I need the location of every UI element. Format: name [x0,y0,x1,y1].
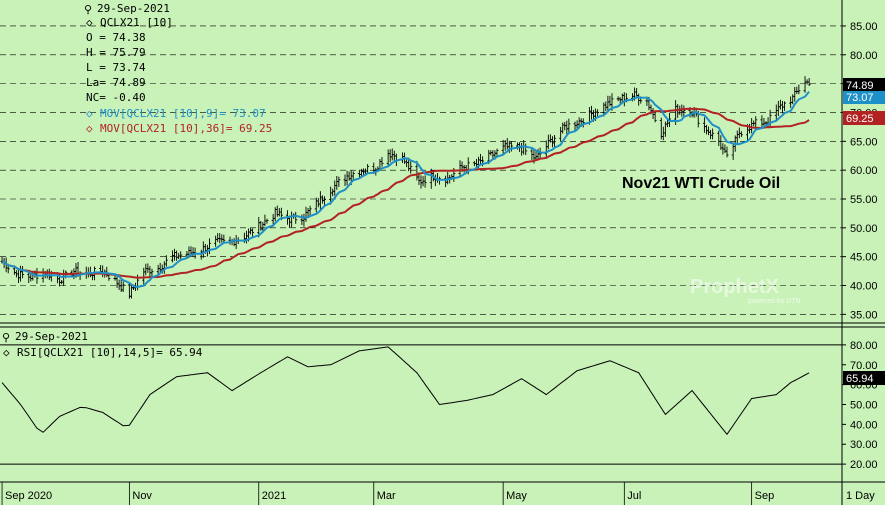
ohlc-bar [797,84,801,95]
ohlc-bar [423,175,427,188]
ohlc-bar [682,105,686,118]
ma-slow-value: 69.25 [846,113,874,125]
rsi-y-tick-label: 30.00 [850,439,878,451]
watermark-sub: powered by DTN [748,298,801,305]
ohlc-bar [653,112,657,123]
rsi-line [1,346,810,436]
legend-high: H = 75.79 [86,46,146,59]
ma-fast-value: 73.07 [846,92,874,104]
legend-low: L = 73.74 [86,61,146,74]
ohlc-bar [567,118,571,134]
last-price-value: 74.89 [846,80,874,92]
ohlc-bar [207,238,211,255]
rsi-y-tick-label: 50.00 [850,400,878,412]
rsi-y-tick-label: 20.00 [850,459,878,471]
price-y-tick-label: 80.00 [850,50,878,62]
ohlc-bar [495,148,499,157]
ohlc-bar [711,128,715,140]
x-tick-label: May [506,490,527,502]
x-tick-label: Jul [627,490,641,502]
rsi-legend-label: RSI[QCLX21 [10],14,5]= 65.94 [17,346,203,359]
legend-open: O = 74.38 [86,31,146,44]
ohlc-bar [596,109,600,117]
ohlc-bar [351,171,355,180]
rsi-gridlines [0,344,842,465]
price-y-tick-label: 50.00 [850,223,878,235]
watermark-text: ProphetX [690,276,780,298]
price-y-tick-label: 85.00 [850,21,878,33]
ohlc-bar [581,118,585,128]
price-y-tick-label: 60.00 [850,165,878,177]
diamond-icon: ◇ [86,107,93,120]
ohlc-bar [21,266,25,279]
x-tick-label: Mar [377,490,396,502]
rsi-y-tick-label: 40.00 [850,419,878,431]
ohlc-bar [807,77,811,87]
magnifier-icon[interactable]: ⚲ [2,331,10,344]
rsi-value: 65.94 [846,373,874,385]
interval-label[interactable]: 1 Day [846,490,875,502]
legend-ma-slow: MOV[QCLX21 [10],36]= 69.25 [100,122,272,135]
ohlc-bar [251,228,255,238]
diamond-icon: ◇ [86,16,93,29]
ohlc-bar [509,141,513,152]
price-panel-bg [0,0,842,323]
x-tick-label: Sep 2020 [5,490,52,502]
legend-ma-fast: MOV[QCLX21 [10],9]= 73.07 [100,107,266,120]
ohlc-bar [409,161,413,174]
ohlc-bar [782,101,786,111]
chart-title: Nov21 WTI Crude Oil [622,175,780,192]
legend-symbol: QCLX21 [10] [100,16,173,29]
x-axis-ticks: Sep 2020 Nov 2021 Mar May Jul Sep [1,482,775,505]
ohlc-bar [322,196,326,206]
ohlc-bar [222,234,226,243]
diamond-icon: ◇ [3,346,10,359]
rsi-panel-bg [0,327,842,482]
ohlc-bar [552,134,556,149]
last-price-tag: 74.89 [843,78,885,92]
rsi-legend: ⚲ 29-Sep-2021 ◇ RSI[QCLX21 [10],14,5]= 6… [2,330,203,359]
ma-fast-tag: 73.07 [843,91,885,104]
x-tick-label: 2021 [262,490,286,502]
legend-date: 29-Sep-2021 [97,2,170,15]
ohlc-bar [380,157,384,167]
x-tick-label: Nov [132,490,152,502]
rsi-y-tick-label: 80.00 [850,340,878,352]
watermark: ProphetX powered by DTN [690,276,801,305]
ohlc-bar [265,218,269,224]
price-y-tick-label: 45.00 [850,252,878,264]
rsi-legend-date: 29-Sep-2021 [15,330,88,343]
price-gridlines [0,25,842,315]
ohlc-bar [308,205,312,216]
diamond-icon: ◇ [86,122,93,135]
rsi-y-tick-label: 70.00 [850,360,878,372]
rsi-value-tag: 65.94 [843,371,885,385]
legend-last: La= 74.89 [86,76,146,89]
price-y-tick-label: 35.00 [850,309,878,321]
legend-net-change: NC= -0.40 [86,91,146,104]
ohlc-bar [725,146,729,158]
price-y-tick-label: 65.00 [850,136,878,148]
x-tick-label: Sep [755,490,775,502]
ohlc-bar [337,176,341,187]
price-legend: ⚲ 29-Sep-2021 ◇ QCLX21 [10] O = 74.38 H … [84,2,272,135]
ma-slow-line [1,107,810,279]
ma-slow-tag: 69.25 [843,111,885,125]
ma-fast-line [1,90,810,289]
ohlc-bar [150,268,154,278]
price-y-tick-label: 55.00 [850,194,878,206]
ohlc-bar [739,131,743,137]
ohlc-bar [121,281,125,292]
magnifier-icon[interactable]: ⚲ [84,3,92,16]
ohlc-bar [164,255,168,267]
price-y-tick-label: 40.00 [850,281,878,293]
